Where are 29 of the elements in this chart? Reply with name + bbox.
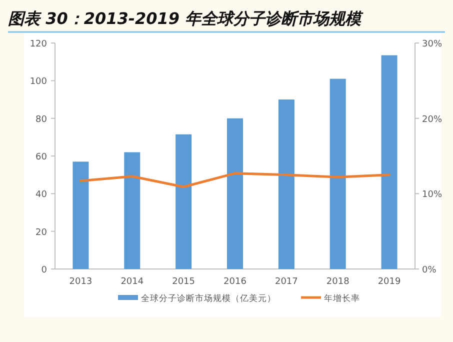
x-tick-label: 2014 — [120, 277, 144, 287]
x-tick-label: 2019 — [378, 277, 402, 287]
legend-label: 全球分子诊断市场规模（亿美元） — [141, 293, 276, 304]
x-tick-label: 2017 — [274, 277, 298, 287]
bar — [124, 152, 140, 269]
y-tick-label: 20 — [36, 228, 48, 238]
bar — [330, 78, 346, 269]
y-tick-label: 60 — [36, 152, 48, 162]
y-tick-label: 40 — [36, 190, 48, 200]
x-tick-label: 2018 — [326, 277, 350, 287]
x-tick-label: 2013 — [69, 277, 92, 287]
chart-title: 图表 30：2013-2019 年全球分子诊断市场规模 — [8, 9, 364, 28]
y-tick-label: 0 — [41, 266, 48, 276]
y2-tick-label: 30% — [422, 40, 442, 50]
bar — [227, 118, 243, 269]
y2-tick-label: 20% — [422, 114, 442, 125]
y-tick-label: 80 — [36, 114, 48, 125]
line-series — [79, 172, 391, 188]
x-tick-label: 2016 — [224, 277, 247, 287]
bar — [72, 162, 89, 269]
bar — [381, 55, 398, 269]
x-tick-label: 2015 — [172, 277, 196, 287]
legend-label: 年增长率 — [324, 293, 360, 304]
bar — [176, 134, 192, 269]
y-tick-label: 120 — [30, 40, 48, 50]
y-tick-label: 100 — [30, 77, 48, 88]
y2-tick-label: 10% — [422, 190, 442, 200]
y2-tick-label: 0% — [422, 266, 437, 276]
bar — [278, 100, 294, 269]
